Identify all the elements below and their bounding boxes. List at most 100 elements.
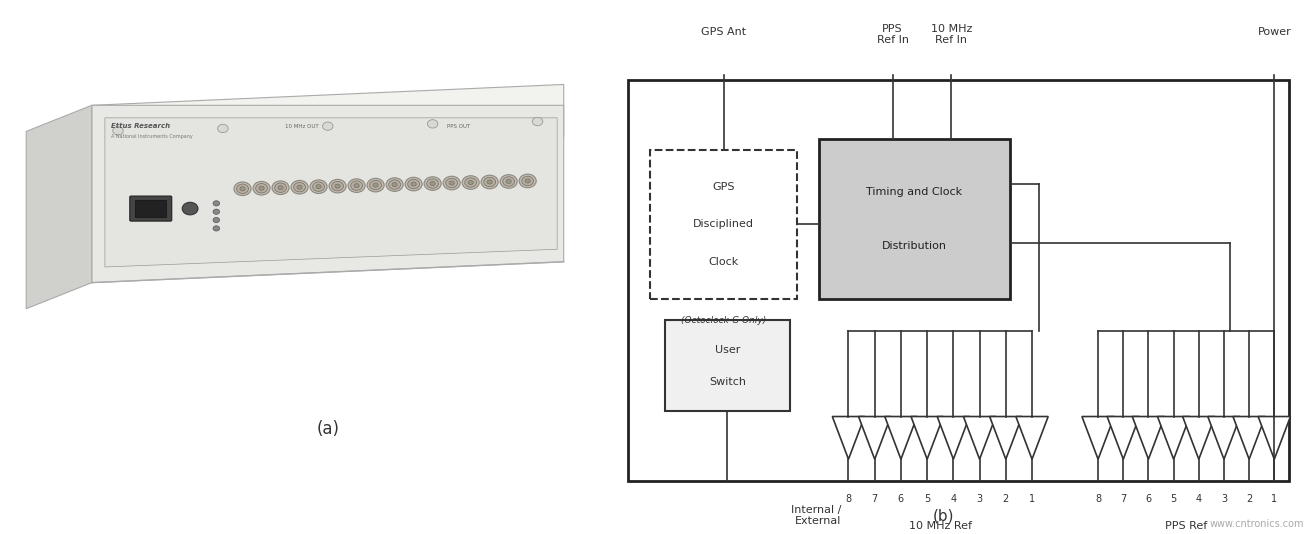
- Circle shape: [258, 186, 264, 190]
- Circle shape: [332, 182, 343, 191]
- Text: 10 MHz OUT: 10 MHz OUT: [284, 124, 319, 129]
- Polygon shape: [1232, 417, 1265, 459]
- Circle shape: [412, 182, 417, 186]
- Circle shape: [316, 185, 321, 189]
- Circle shape: [275, 183, 286, 192]
- Text: 8: 8: [1095, 494, 1101, 504]
- Bar: [650, 150, 797, 299]
- Text: GPS: GPS: [712, 182, 735, 192]
- Text: Internal /
External: Internal / External: [791, 505, 842, 526]
- Circle shape: [486, 180, 493, 184]
- Text: Distribution: Distribution: [882, 241, 947, 250]
- Text: 4: 4: [950, 494, 957, 504]
- Circle shape: [446, 178, 458, 188]
- Text: 8: 8: [846, 494, 852, 504]
- Text: Switch: Switch: [709, 377, 746, 387]
- Circle shape: [329, 179, 346, 193]
- Circle shape: [370, 180, 382, 190]
- Circle shape: [253, 182, 270, 195]
- Text: 10 MHz
Ref In: 10 MHz Ref In: [931, 24, 971, 45]
- Circle shape: [503, 177, 514, 186]
- Circle shape: [218, 124, 228, 132]
- Circle shape: [309, 180, 328, 193]
- Circle shape: [294, 183, 305, 192]
- Circle shape: [427, 120, 438, 128]
- Polygon shape: [1259, 417, 1290, 459]
- Polygon shape: [92, 105, 564, 282]
- Circle shape: [430, 182, 435, 186]
- Circle shape: [443, 176, 460, 190]
- Circle shape: [351, 181, 362, 190]
- Polygon shape: [911, 417, 944, 459]
- Polygon shape: [92, 84, 564, 158]
- Circle shape: [385, 178, 404, 191]
- Text: 3: 3: [1221, 494, 1227, 504]
- Circle shape: [349, 179, 364, 192]
- Circle shape: [212, 226, 220, 231]
- Text: www.cntronics.com: www.cntronics.com: [1209, 519, 1303, 529]
- Circle shape: [212, 201, 220, 206]
- Text: 1: 1: [1272, 494, 1277, 504]
- Circle shape: [463, 176, 480, 189]
- Text: Clock: Clock: [708, 257, 739, 266]
- Text: PPS Ref: PPS Ref: [1165, 521, 1207, 531]
- Text: 6: 6: [1146, 494, 1151, 504]
- Text: PPS OUT: PPS OUT: [447, 124, 471, 129]
- Circle shape: [405, 177, 422, 191]
- Circle shape: [256, 184, 267, 193]
- Text: 2: 2: [1245, 494, 1252, 504]
- Bar: [628, 80, 1289, 481]
- Text: 1: 1: [1029, 494, 1036, 504]
- Circle shape: [291, 180, 308, 194]
- Circle shape: [392, 183, 397, 187]
- Circle shape: [113, 127, 123, 135]
- Circle shape: [367, 178, 384, 192]
- Text: 5: 5: [924, 494, 931, 504]
- FancyBboxPatch shape: [130, 196, 172, 221]
- Polygon shape: [1106, 417, 1139, 459]
- Circle shape: [481, 175, 498, 189]
- Polygon shape: [964, 417, 996, 459]
- Text: 3: 3: [977, 494, 983, 504]
- Polygon shape: [105, 118, 557, 267]
- Text: GPS Ant: GPS Ant: [701, 27, 746, 37]
- Circle shape: [448, 181, 455, 185]
- Text: 5: 5: [1171, 494, 1177, 504]
- Text: (b): (b): [933, 508, 954, 523]
- Text: Ettus Research: Ettus Research: [111, 123, 170, 129]
- Polygon shape: [1207, 417, 1240, 459]
- Text: 2: 2: [1003, 494, 1009, 504]
- Circle shape: [236, 184, 248, 193]
- Circle shape: [240, 187, 245, 191]
- Bar: [135, 200, 166, 217]
- Circle shape: [372, 183, 379, 187]
- Polygon shape: [937, 417, 970, 459]
- Polygon shape: [1158, 417, 1190, 459]
- Polygon shape: [1133, 417, 1164, 459]
- Circle shape: [425, 177, 440, 190]
- Text: 4: 4: [1196, 494, 1202, 504]
- Circle shape: [323, 122, 333, 130]
- Text: User: User: [714, 345, 739, 355]
- Polygon shape: [832, 417, 865, 459]
- Polygon shape: [1016, 417, 1049, 459]
- Circle shape: [273, 181, 288, 194]
- Circle shape: [313, 182, 325, 191]
- Circle shape: [519, 174, 536, 188]
- Text: 7: 7: [872, 494, 878, 504]
- Circle shape: [388, 180, 401, 189]
- Circle shape: [336, 184, 341, 189]
- Polygon shape: [859, 417, 891, 459]
- Circle shape: [296, 185, 302, 189]
- Polygon shape: [885, 417, 918, 459]
- Polygon shape: [1082, 417, 1114, 459]
- Polygon shape: [1183, 417, 1215, 459]
- Circle shape: [524, 179, 530, 183]
- Bar: [665, 320, 789, 411]
- Circle shape: [522, 176, 534, 186]
- Circle shape: [182, 202, 198, 215]
- Circle shape: [464, 178, 477, 187]
- Text: Timing and Clock: Timing and Clock: [867, 187, 962, 197]
- Circle shape: [278, 186, 283, 190]
- Text: 10 MHz Ref: 10 MHz Ref: [909, 521, 971, 531]
